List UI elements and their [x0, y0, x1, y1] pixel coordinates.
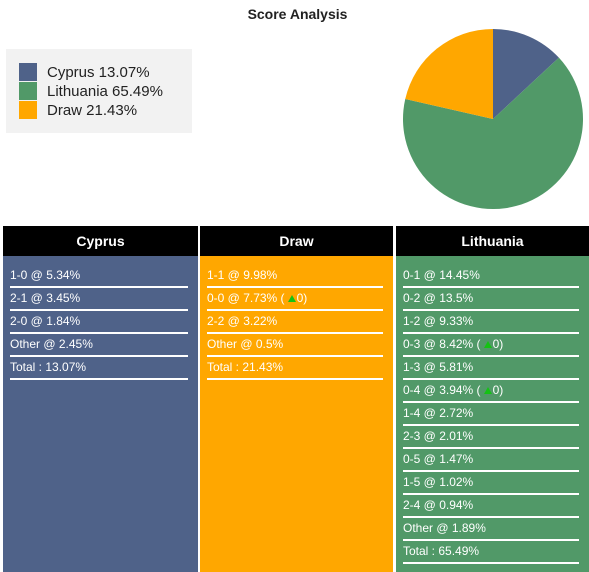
score-row: 0-1 @ 14.45% — [403, 264, 579, 288]
score-row: Other @ 0.5% — [207, 333, 383, 357]
score-row-text: 1-0 @ 5.34% — [10, 268, 81, 282]
column-body-draw: 1-1 @ 9.98% 0-0 @ 7.73% ( 0) 2-2 @ 3.22% Oth… — [200, 256, 393, 572]
pie-chart — [403, 29, 583, 209]
legend-label-lithuania: Lithuania 65.49% — [47, 82, 163, 100]
score-row-text: 2-0 @ 1.84% — [10, 314, 81, 328]
arrow-up-icon — [287, 294, 296, 302]
score-row: 2-1 @ 3.45% — [10, 287, 188, 311]
column-cyprus: Cyprus 1-0 @ 5.34% 2-1 @ 3.45% 2-0 @ 1.84%… — [3, 226, 198, 572]
score-row-text: 1-2 @ 9.33% — [403, 314, 474, 328]
score-row-suffix: 0) — [492, 337, 504, 351]
chart-legend: Cyprus 13.07% Lithuania 65.49% Draw 21.4… — [6, 49, 192, 133]
score-row: 2-2 @ 3.22% — [207, 310, 383, 334]
score-row-text: Total : 65.49% — [403, 544, 480, 558]
pie-slice-draw — [405, 29, 493, 119]
column-header-draw: Draw — [200, 226, 393, 256]
score-row-text: 2-2 @ 3.22% — [207, 314, 278, 328]
score-row: Other @ 2.45% — [10, 333, 188, 357]
score-row-text: 1-4 @ 2.72% — [403, 406, 474, 420]
score-row-text: Total : 21.43% — [207, 360, 284, 374]
score-row: 1-1 @ 9.98% — [207, 264, 383, 288]
score-row: Total : 13.07% — [10, 356, 188, 380]
pie-slice-lithuania — [403, 57, 583, 209]
score-row-text: Total : 13.07% — [10, 360, 87, 374]
column-body-cyprus: 1-0 @ 5.34% 2-1 @ 3.45% 2-0 @ 1.84% Other @… — [3, 256, 198, 572]
pie-slice-cyprus — [493, 29, 559, 119]
score-row: 0-0 @ 7.73% ( 0) — [207, 287, 383, 311]
column-body-lithuania: 0-1 @ 14.45% 0-2 @ 13.5% 1-2 @ 9.33% 0-3 @ … — [396, 256, 589, 572]
column-draw: Draw 1-1 @ 9.98% 0-0 @ 7.73% ( 0) 2-2 @ 3.2… — [200, 226, 393, 572]
score-row: 0-3 @ 8.42% ( 0) — [403, 333, 579, 357]
legend-item-cyprus: Cyprus 13.07% — [19, 63, 150, 81]
column-header-cyprus: Cyprus — [3, 226, 198, 256]
score-row-text: 2-3 @ 2.01% — [403, 429, 474, 443]
score-row: Total : 65.49% — [403, 540, 579, 564]
score-row: 2-3 @ 2.01% — [403, 425, 579, 449]
column-header-lithuania: Lithuania — [396, 226, 589, 256]
score-row: 0-5 @ 1.47% — [403, 448, 579, 472]
arrow-up-icon — [483, 340, 492, 348]
score-row-text: Other @ 1.89% — [403, 521, 486, 535]
legend-swatch-lithuania — [19, 82, 37, 100]
score-row-suffix: 0) — [492, 383, 504, 397]
score-row: 1-5 @ 1.02% — [403, 471, 579, 495]
legend-label-cyprus: Cyprus 13.07% — [47, 63, 150, 81]
legend-swatch-cyprus — [19, 63, 37, 81]
score-row-text: Other @ 0.5% — [207, 337, 284, 351]
score-row: 2-4 @ 0.94% — [403, 494, 579, 518]
chart-title: Score Analysis — [247, 6, 348, 22]
score-row-text: 2-1 @ 3.45% — [10, 291, 81, 305]
score-row: 1-3 @ 5.81% — [403, 356, 579, 380]
score-row: 1-0 @ 5.34% — [10, 264, 188, 288]
legend-swatch-draw — [19, 101, 37, 119]
score-row-text: Other @ 2.45% — [10, 337, 93, 351]
score-row: 0-2 @ 13.5% — [403, 287, 579, 311]
score-row-text: 0-5 @ 1.47% — [403, 452, 474, 466]
column-lithuania: Lithuania 0-1 @ 14.45% 0-2 @ 13.5% 1-2 @ 9… — [396, 226, 589, 572]
arrow-up-icon — [483, 386, 492, 394]
legend-item-lithuania: Lithuania 65.49% — [19, 82, 163, 100]
score-row: Total : 21.43% — [207, 356, 383, 380]
score-row-text: 1-5 @ 1.02% — [403, 475, 474, 489]
score-row-text: 0-4 @ 3.94% ( — [403, 383, 481, 397]
score-row-text: 0-3 @ 8.42% ( — [403, 337, 481, 351]
score-row-text: 1-1 @ 9.98% — [207, 268, 278, 282]
score-row-text: 1-3 @ 5.81% — [403, 360, 474, 374]
score-row-text: 0-0 @ 7.73% ( — [207, 291, 285, 305]
score-row: Other @ 1.89% — [403, 517, 579, 541]
score-row: 0-4 @ 3.94% ( 0) — [403, 379, 579, 403]
score-row: 2-0 @ 1.84% — [10, 310, 188, 334]
score-row: 1-4 @ 2.72% — [403, 402, 579, 426]
legend-label-draw: Draw 21.43% — [47, 101, 138, 119]
legend-item-draw: Draw 21.43% — [19, 101, 137, 119]
score-row-suffix: 0) — [296, 291, 308, 305]
score-row-text: 0-2 @ 13.5% — [403, 291, 474, 305]
score-row: 1-2 @ 9.33% — [403, 310, 579, 334]
score-row-text: 0-1 @ 14.45% — [403, 268, 480, 282]
score-row-text: 2-4 @ 0.94% — [403, 498, 474, 512]
